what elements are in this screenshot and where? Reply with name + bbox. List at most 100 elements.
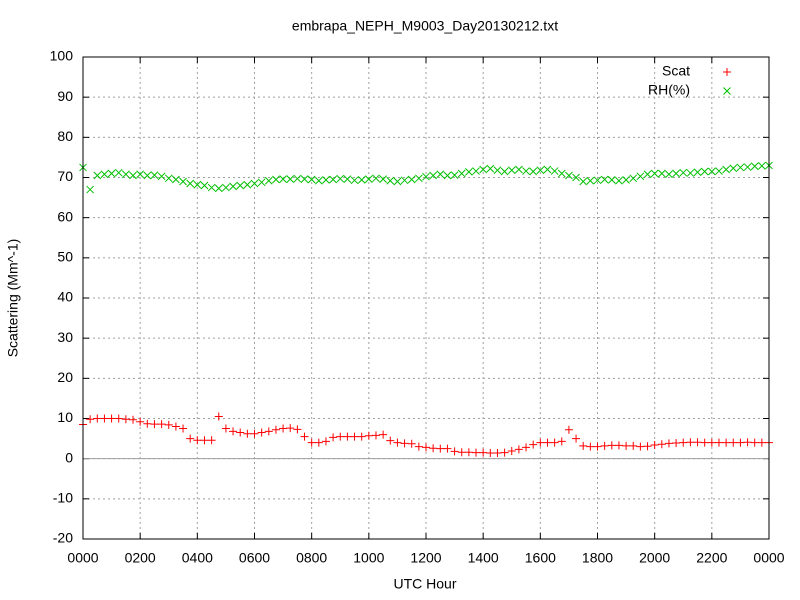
data-point xyxy=(572,173,580,182)
data-point xyxy=(486,449,495,458)
data-point xyxy=(129,171,137,180)
legend-label: Scat xyxy=(662,63,690,79)
data-point xyxy=(736,438,745,447)
data-point xyxy=(350,176,359,185)
data-point xyxy=(307,175,316,184)
data-point xyxy=(586,442,595,451)
data-point xyxy=(179,424,188,433)
data-point xyxy=(100,170,109,179)
data-point xyxy=(636,172,645,181)
data-point xyxy=(672,169,680,178)
data-point xyxy=(286,175,295,183)
y-tick-label: 70 xyxy=(57,168,73,184)
data-point xyxy=(164,420,173,429)
y-tick-label: 50 xyxy=(57,249,73,265)
data-point xyxy=(557,169,566,178)
data-point xyxy=(172,175,180,184)
data-point xyxy=(157,420,166,429)
data-point xyxy=(650,441,659,450)
y-tick-label: 30 xyxy=(57,329,73,345)
data-point xyxy=(693,438,702,447)
data-point xyxy=(86,415,95,424)
data-point xyxy=(493,166,502,175)
data-point xyxy=(329,175,337,184)
data-point xyxy=(543,165,552,174)
data-point xyxy=(264,176,273,185)
data-point xyxy=(264,427,273,436)
data-point xyxy=(579,441,588,450)
data-point xyxy=(329,433,338,442)
data-point xyxy=(221,424,230,433)
data-point xyxy=(393,438,402,447)
data-point xyxy=(650,169,659,178)
data-point xyxy=(593,442,602,451)
data-point xyxy=(179,177,187,186)
data-point xyxy=(343,175,352,183)
data-point xyxy=(300,175,309,183)
data-point xyxy=(500,448,509,457)
data-point xyxy=(543,438,552,447)
data-point xyxy=(364,175,373,183)
x-tick-label: 2200 xyxy=(696,550,727,566)
data-point xyxy=(193,180,202,189)
data-point xyxy=(472,448,481,457)
data-point xyxy=(214,412,223,421)
data-point xyxy=(357,432,366,441)
data-point xyxy=(293,174,302,183)
data-point xyxy=(236,181,245,190)
data-point xyxy=(107,169,116,178)
data-point xyxy=(622,176,630,184)
data-point xyxy=(257,428,266,437)
data-point xyxy=(664,439,673,448)
data-point xyxy=(586,176,595,185)
data-point xyxy=(322,176,330,184)
data-point xyxy=(757,438,766,447)
x-tick-label: 1800 xyxy=(582,550,613,566)
data-point xyxy=(157,172,166,181)
data-point xyxy=(150,171,159,179)
data-point xyxy=(686,169,695,177)
data-point xyxy=(607,441,616,450)
data-point xyxy=(486,164,495,173)
data-point xyxy=(307,438,316,447)
y-tick-label: -20 xyxy=(53,530,73,546)
data-point xyxy=(743,163,752,171)
data-point xyxy=(629,441,638,450)
data-point xyxy=(222,183,230,192)
data-point xyxy=(407,439,416,448)
data-point xyxy=(536,438,545,447)
x-tick-label: 1600 xyxy=(525,550,556,566)
data-point xyxy=(414,442,423,451)
data-point xyxy=(164,174,173,183)
data-point xyxy=(700,167,709,176)
data-point xyxy=(229,182,237,191)
data-point xyxy=(336,174,345,183)
data-point xyxy=(293,425,302,434)
data-point xyxy=(614,441,623,450)
data-point xyxy=(214,184,223,193)
data-point xyxy=(607,176,616,184)
data-point xyxy=(93,171,102,180)
data-point xyxy=(750,162,759,171)
data-point xyxy=(200,436,209,445)
data-point xyxy=(343,432,352,441)
data-point xyxy=(415,174,423,183)
legend-marker xyxy=(723,68,731,76)
data-point xyxy=(407,175,416,184)
data-point xyxy=(507,166,516,175)
data-point xyxy=(436,444,445,453)
data-point xyxy=(665,170,673,179)
data-point xyxy=(564,425,573,434)
data-point xyxy=(236,428,245,437)
data-point xyxy=(243,180,252,189)
data-point xyxy=(150,420,159,429)
data-point xyxy=(657,169,666,178)
data-point xyxy=(122,170,130,179)
data-point xyxy=(279,175,287,183)
data-point xyxy=(693,168,702,177)
data-point xyxy=(479,165,488,174)
data-point xyxy=(450,171,459,179)
data-point xyxy=(465,168,473,176)
